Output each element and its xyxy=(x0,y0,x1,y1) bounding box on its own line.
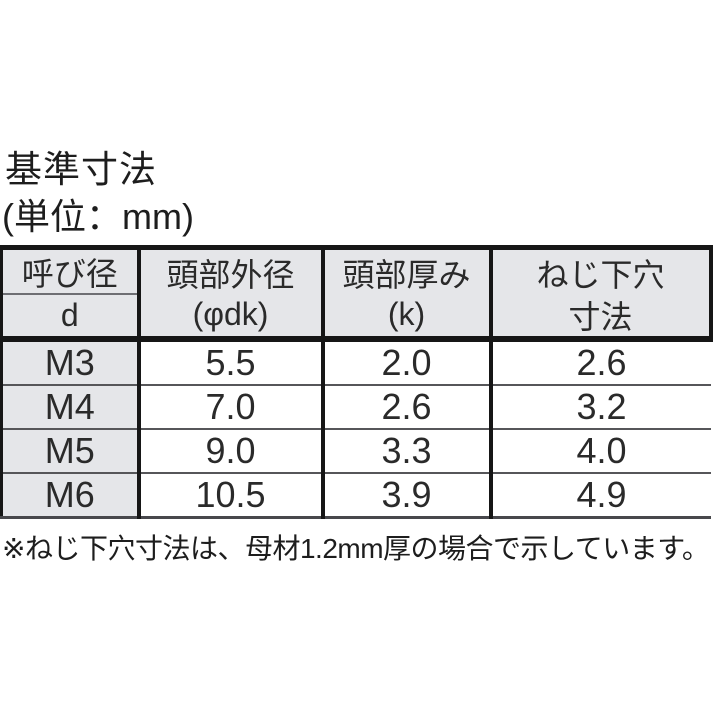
cell-size: M3 xyxy=(0,339,139,385)
cell-head-thickness: 3.9 xyxy=(320,472,491,519)
cell-head-diameter: 9.0 xyxy=(136,428,323,473)
header-nominal-diameter-symbol: d xyxy=(60,297,79,333)
header-nominal-diameter: 呼び径 d xyxy=(0,245,139,342)
cell-head-thickness: 2.6 xyxy=(320,384,491,429)
table-row-m6: M6 10.5 3.9 4.9 xyxy=(0,472,711,519)
cell-head-diameter: 10.5 xyxy=(136,472,323,519)
header-head-thickness: 頭部厚み (k) xyxy=(320,245,491,342)
header-nominal-diameter-label: 呼び径 xyxy=(3,250,137,295)
cell-head-diameter: 7.0 xyxy=(136,384,323,429)
cell-size: M6 xyxy=(0,472,139,519)
header-pilot-hole-label-line2: 寸法 xyxy=(568,298,633,335)
unit-label: (単位：mm) xyxy=(2,196,194,237)
header-head-outer-diameter-symbol: (φdk) xyxy=(192,296,269,332)
cell-head-thickness: 2.0 xyxy=(320,339,491,385)
header-head-thickness-symbol: (k) xyxy=(387,296,426,332)
header-pilot-hole: ねじ下穴 寸法 xyxy=(488,245,713,342)
cell-head-diameter: 5.5 xyxy=(136,339,323,385)
cell-pilot-hole: 4.9 xyxy=(488,472,711,519)
cell-size: M4 xyxy=(0,384,139,429)
cell-head-thickness: 3.3 xyxy=(320,428,491,473)
cell-pilot-hole: 3.2 xyxy=(488,384,711,429)
header-head-outer-diameter: 頭部外径 (φdk) xyxy=(136,245,323,342)
header-pilot-hole-label-line1: ねじ下穴 xyxy=(536,256,665,293)
table-row-m5: M5 9.0 3.3 4.0 xyxy=(0,428,711,473)
cell-size: M5 xyxy=(0,428,139,473)
table-row-m3: M3 5.5 2.0 2.6 xyxy=(0,339,711,385)
header-row: 呼び径 d 頭部外径 (φdk) 頭部厚み (k) ねじ下穴 寸法 xyxy=(0,245,713,342)
header-head-outer-diameter-label: 頭部外径 xyxy=(166,256,295,293)
cell-pilot-hole: 2.6 xyxy=(488,339,711,385)
table-row-m4: M4 7.0 2.6 3.2 xyxy=(0,384,711,429)
dimensions-table: 呼び径 d 頭部外径 (φdk) 頭部厚み (k) ねじ下穴 寸法 M xyxy=(0,245,713,519)
header-head-thickness-label: 頭部厚み xyxy=(342,256,471,293)
cell-pilot-hole: 4.0 xyxy=(488,428,711,473)
footnote: ※ねじ下穴寸法は、母材1.2mm厚の場合で示しています。 xyxy=(2,533,710,564)
page-title: 基準寸法 xyxy=(5,149,157,190)
